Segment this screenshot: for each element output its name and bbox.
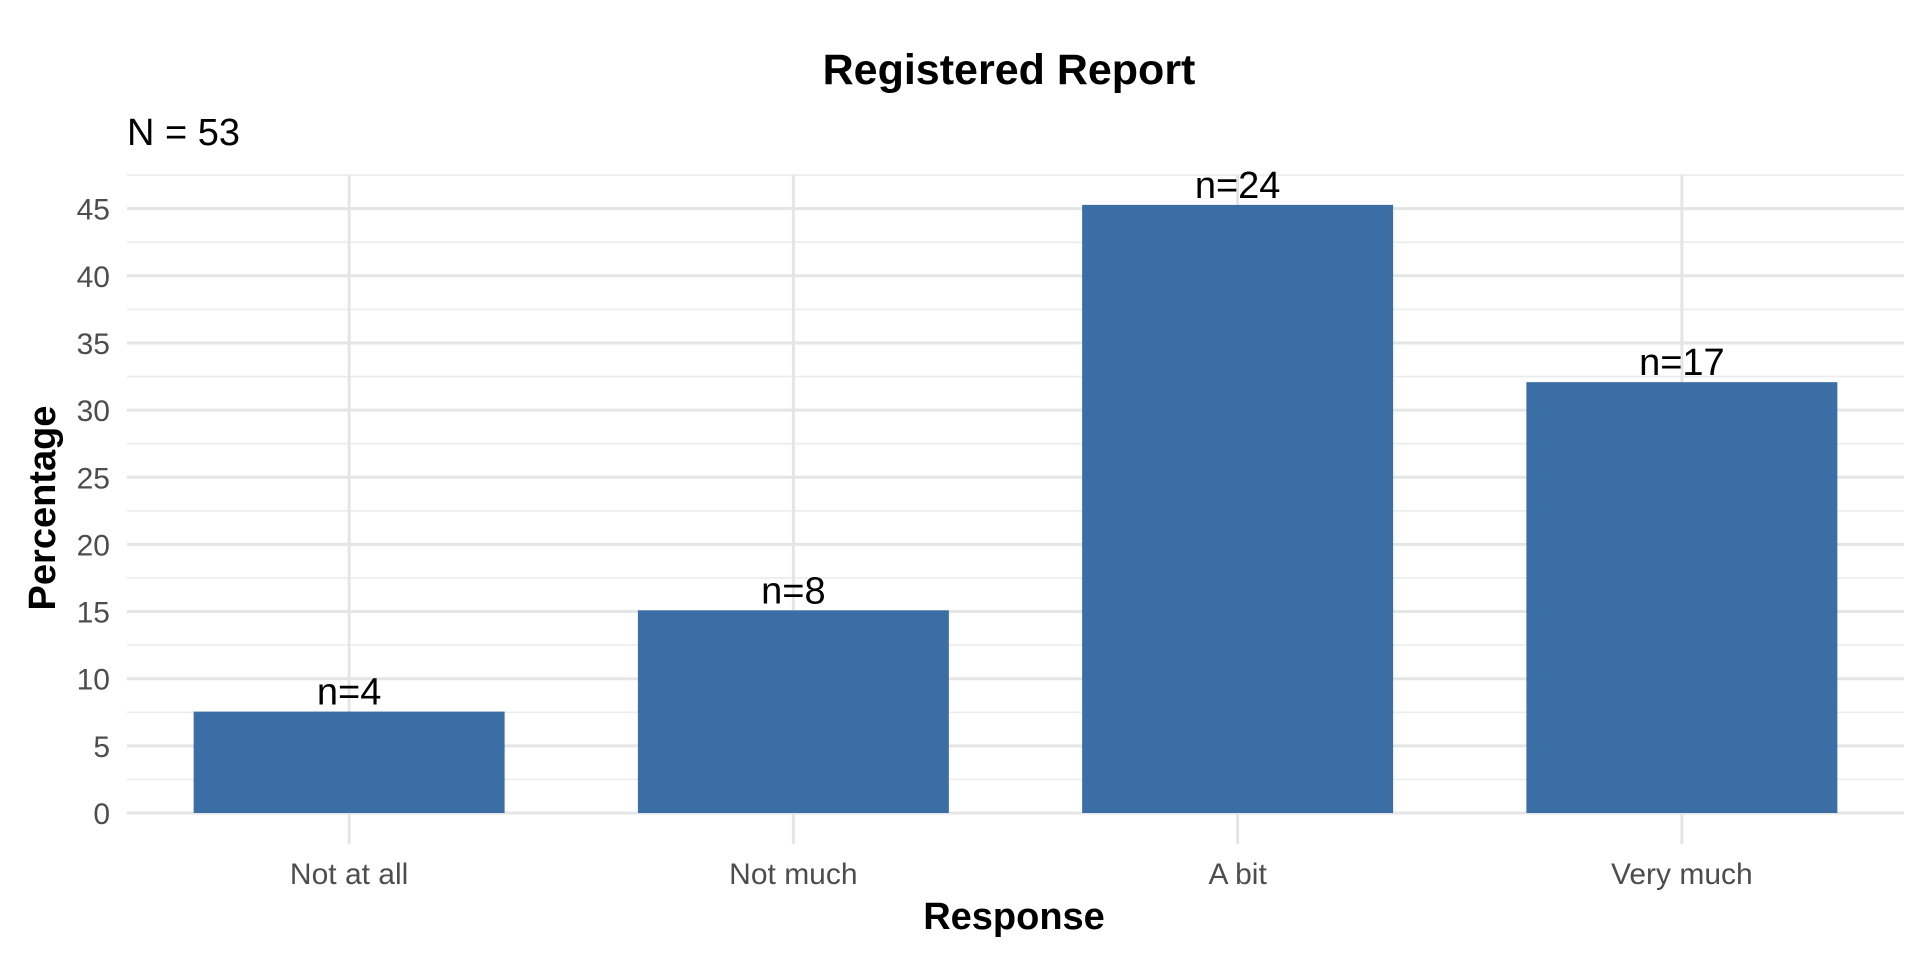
y-tick-label: 35 [77,328,110,361]
chart-subtitle: N = 53 [127,112,240,154]
x-tick-label: A bit [1208,858,1267,891]
bar-layer [193,204,1838,814]
y-tick-label: 20 [77,529,110,562]
bar-data-label: n=24 [1195,165,1281,207]
bar [193,711,505,813]
y-tick-label: 25 [77,462,110,495]
y-tick-label: 45 [77,194,110,227]
y-tick-label: 40 [77,261,110,294]
y-tick-label: 0 [93,798,110,831]
bar-data-label: n=8 [761,570,825,612]
y-tick-label: 15 [77,597,110,630]
x-tick-label: Very much [1611,858,1753,891]
y-tick-label: 10 [77,664,110,697]
bar-data-label: n=4 [317,672,381,714]
x-axis-ticks: Not at all Not much A bit Very much [290,858,1753,891]
bar [1526,382,1838,813]
bar [1082,204,1394,814]
y-tick-label: 5 [93,731,110,764]
bar-data-label: n=17 [1639,342,1725,384]
chart-title: Registered Report [823,46,1196,94]
y-tick-label: 30 [77,395,110,428]
bar [637,610,949,813]
x-tick-label: Not much [729,858,857,891]
y-axis-title: Percentage [22,406,64,611]
x-axis-title: Response [923,896,1105,938]
y-axis-ticks: 0 5 10 15 20 25 30 35 40 45 [77,194,110,831]
data-label-layer: n=4 n=8 n=24 n=17 [317,165,1725,714]
x-tick-label: Not at all [290,858,408,891]
